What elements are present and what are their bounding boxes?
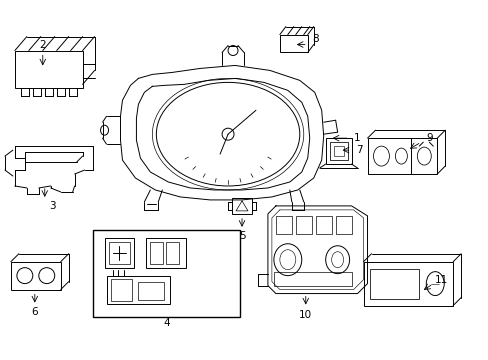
Text: 2: 2 bbox=[40, 40, 46, 50]
Bar bbox=[232, 198, 251, 214]
Bar bbox=[295, 216, 311, 234]
Text: 6: 6 bbox=[31, 307, 38, 318]
Bar bbox=[92, 230, 240, 318]
Text: 7: 7 bbox=[356, 145, 362, 155]
Text: 11: 11 bbox=[434, 275, 447, 285]
Text: 3: 3 bbox=[49, 201, 56, 211]
Bar bbox=[150, 242, 163, 264]
Bar bbox=[329, 142, 347, 160]
Bar bbox=[279, 35, 307, 53]
Text: 1: 1 bbox=[353, 133, 360, 143]
Bar bbox=[333, 146, 343, 156]
Text: 5: 5 bbox=[238, 231, 245, 241]
Bar bbox=[367, 138, 436, 174]
Bar bbox=[108, 242, 130, 264]
Bar bbox=[106, 276, 170, 303]
Bar bbox=[146, 238, 186, 268]
Bar bbox=[273, 272, 351, 285]
Bar bbox=[325, 138, 351, 164]
Text: 4: 4 bbox=[163, 319, 169, 328]
Text: 9: 9 bbox=[425, 133, 432, 143]
Bar bbox=[369, 269, 419, 298]
Bar bbox=[275, 216, 291, 234]
Bar bbox=[166, 242, 179, 264]
Bar bbox=[110, 279, 132, 301]
Bar bbox=[335, 216, 351, 234]
Text: 10: 10 bbox=[299, 310, 312, 320]
Bar bbox=[138, 282, 164, 300]
Bar bbox=[15, 50, 82, 88]
Bar bbox=[11, 262, 61, 289]
Bar bbox=[104, 238, 134, 268]
Bar bbox=[363, 262, 452, 306]
Text: 8: 8 bbox=[312, 33, 318, 44]
Bar bbox=[315, 216, 331, 234]
